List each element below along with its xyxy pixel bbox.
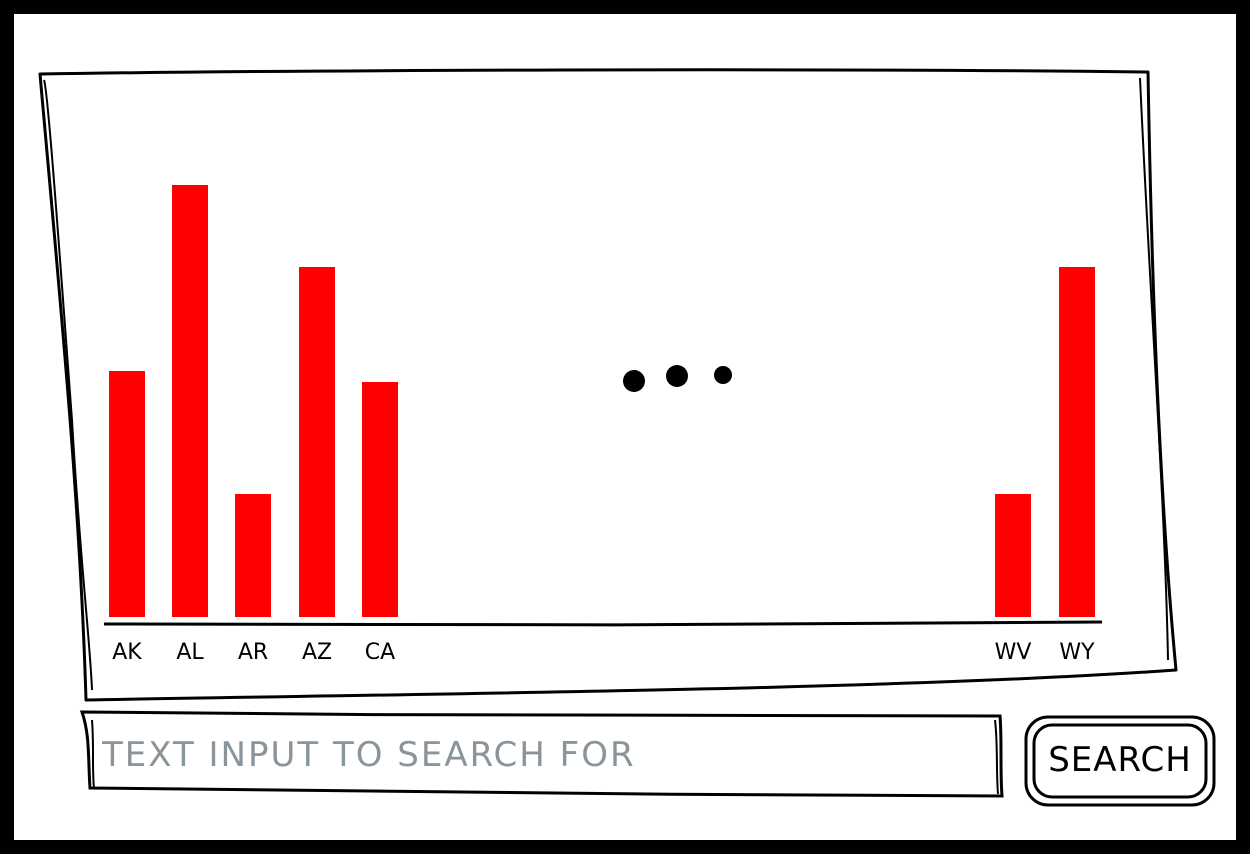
- chart-bars: [109, 185, 1095, 617]
- bar-ar: [235, 494, 271, 617]
- tick-label-az: AZ: [302, 640, 332, 665]
- bar-wv: [995, 494, 1031, 617]
- search-button-frame-outer: [1024, 715, 1216, 807]
- search-input-frame: [79, 710, 1004, 798]
- tick-label-ar: AR: [238, 640, 268, 665]
- bar-ak: [109, 371, 145, 617]
- bar-az: [299, 267, 335, 617]
- chart-frame: [38, 68, 1178, 702]
- ellipsis-dot: [623, 370, 645, 392]
- bar-ca: [362, 382, 398, 617]
- tick-label-wv: WV: [995, 640, 1032, 665]
- search-input[interactable]: [100, 722, 984, 788]
- ellipsis-dot: [714, 366, 732, 384]
- chart-baseline: [103, 620, 1103, 627]
- chart-category-labels: AK AL AR AZ CA WV WY: [112, 640, 1095, 665]
- search-button[interactable]: SEARCH: [1030, 718, 1210, 802]
- sketch-page: [14, 14, 1236, 840]
- chart-frame-inner-line: [43, 77, 1169, 691]
- tick-label-ak: AK: [112, 640, 142, 665]
- search-button-frame-inner: [1032, 723, 1208, 799]
- tick-label-al: AL: [176, 640, 204, 665]
- search-input-frame-shadow: [91, 719, 999, 795]
- bar-al: [172, 185, 208, 617]
- tick-label-ca: CA: [365, 640, 395, 665]
- bar-wy: [1059, 267, 1095, 617]
- ellipsis-dot: [666, 365, 688, 387]
- tick-label-wy: WY: [1059, 640, 1095, 665]
